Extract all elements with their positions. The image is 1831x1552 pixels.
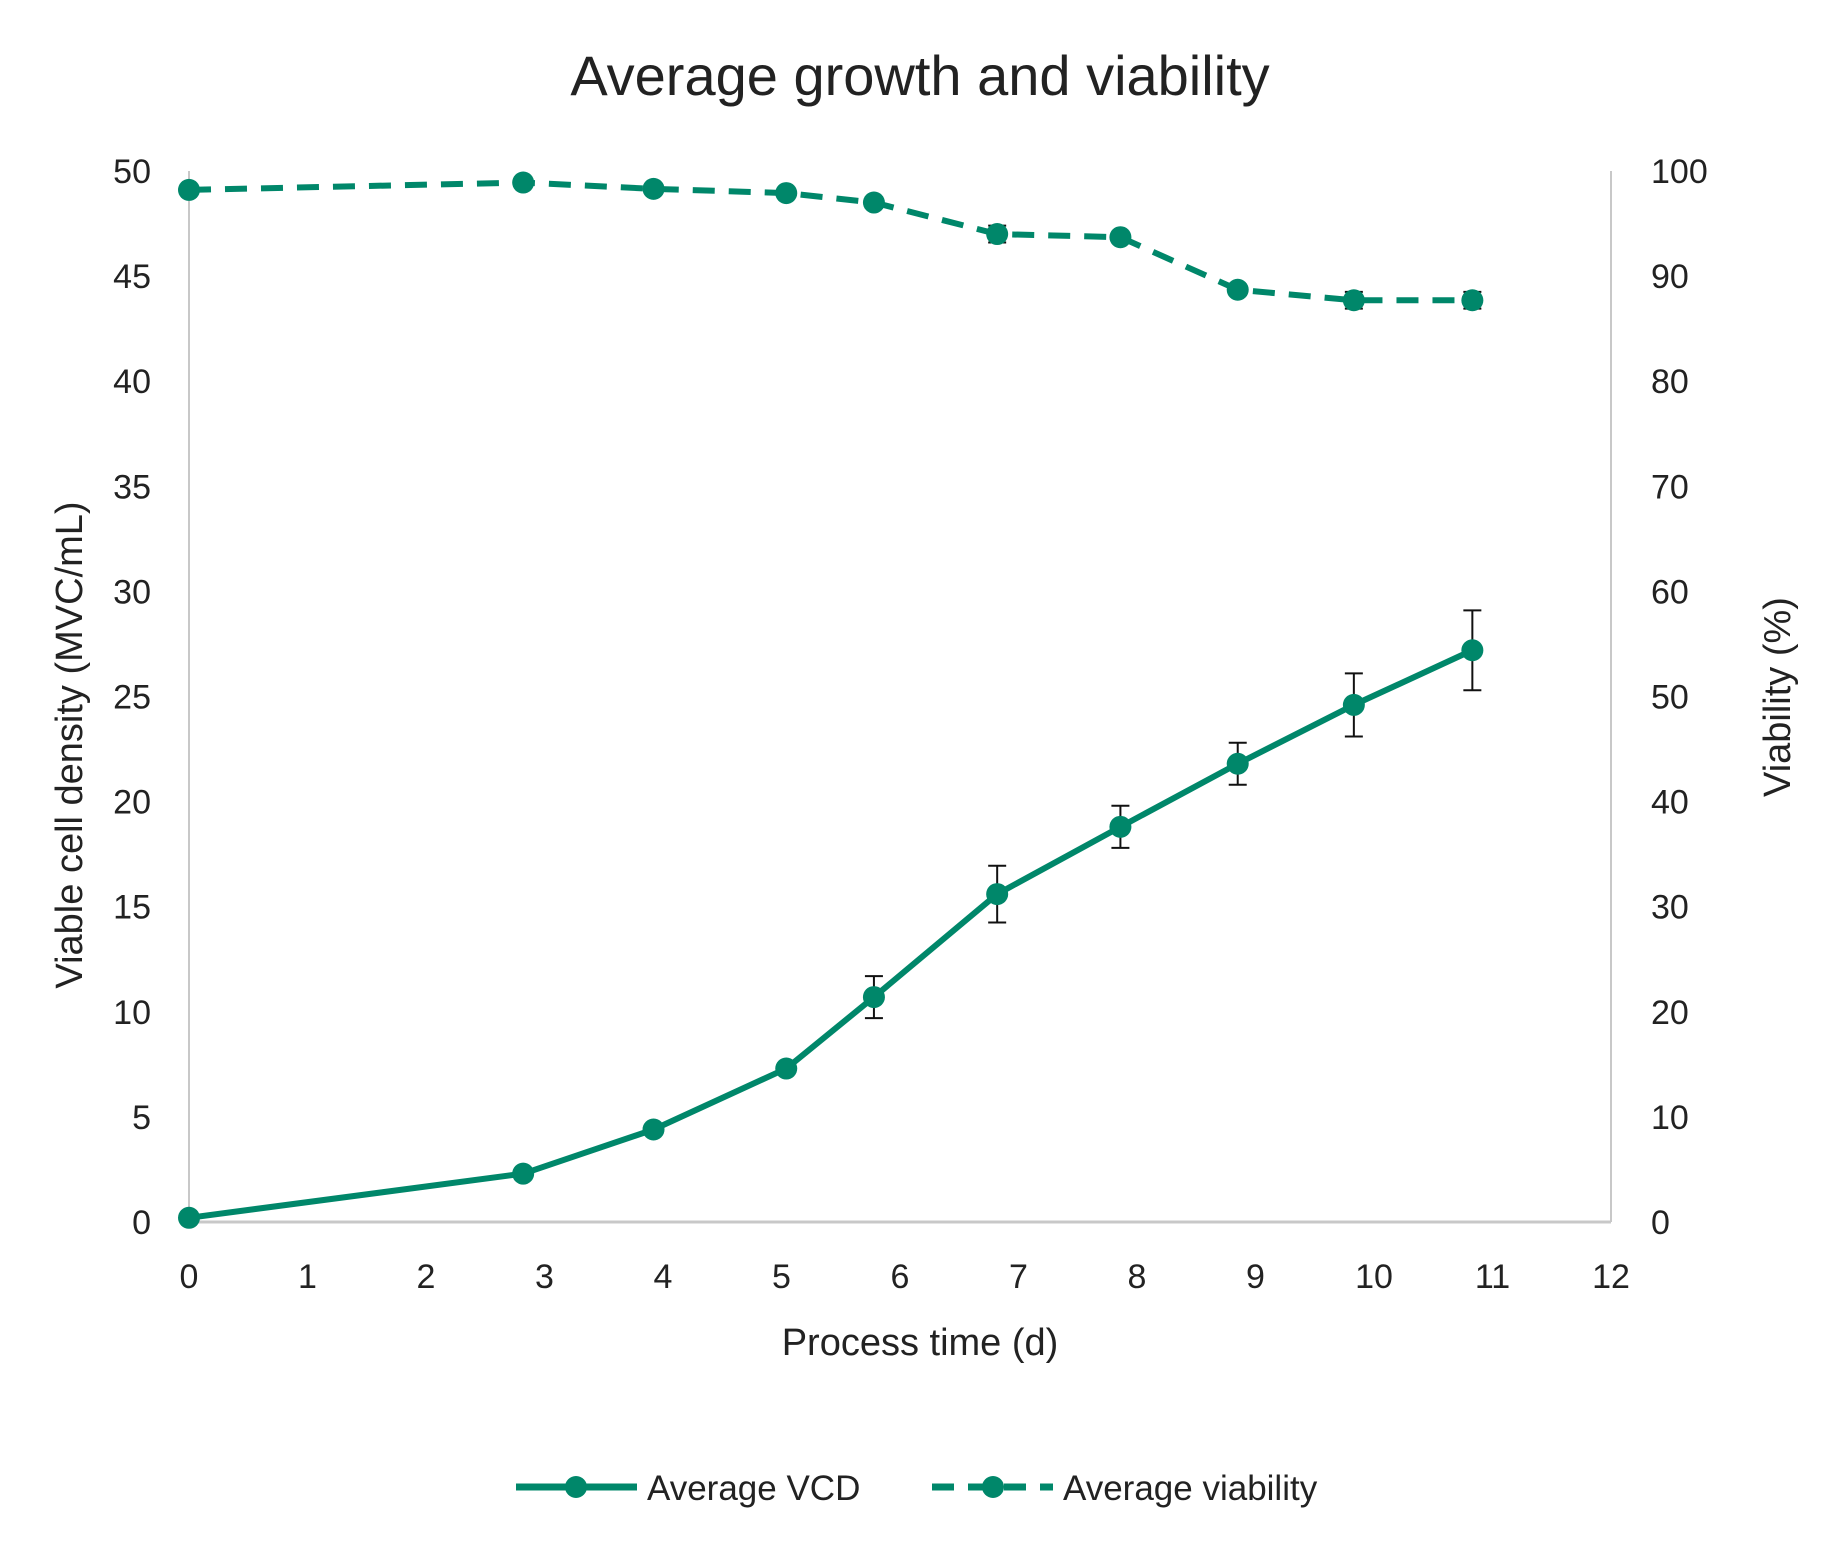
x-tick-label: 5 — [772, 1258, 791, 1296]
data-point — [1461, 289, 1484, 312]
y2-tick-label: 60 — [1651, 573, 1689, 611]
x-tick-label: 9 — [1246, 1258, 1265, 1296]
data-point — [986, 223, 1009, 246]
data-point — [1461, 639, 1484, 662]
y2-tick-label: 70 — [1651, 468, 1689, 506]
data-point — [862, 986, 885, 1009]
x-tick-label: 6 — [891, 1258, 910, 1296]
data-point — [1226, 278, 1249, 301]
data-point — [775, 182, 798, 205]
x-tick-label: 12 — [1592, 1258, 1630, 1296]
series-line-viability — [188, 179, 1473, 304]
data-point — [178, 1206, 200, 1229]
series-line-vcd — [188, 647, 1474, 1221]
y-tick-label: 15 — [113, 889, 151, 927]
y2-tick-label: 40 — [1651, 784, 1689, 822]
legend-viability-marker — [982, 1476, 1004, 1498]
x-axis-label: Process time (d) — [782, 1322, 1059, 1364]
data-point — [642, 1118, 665, 1141]
data-point — [178, 178, 200, 201]
data-point — [1342, 289, 1365, 312]
data-point — [642, 177, 665, 200]
y2-tick-label: 20 — [1651, 994, 1689, 1032]
y-tick-label: 5 — [132, 1099, 151, 1137]
y-tick-label: 25 — [113, 679, 151, 717]
data-point — [1109, 815, 1132, 838]
y-tick-label: 35 — [113, 468, 151, 506]
x-tick-label: 11 — [1475, 1258, 1510, 1296]
y-axis-label: Viable cell density (MVC/mL) — [49, 501, 91, 988]
x-tick-label: 1 — [298, 1258, 317, 1296]
data-point — [986, 883, 1009, 906]
y2-tick-label: 80 — [1651, 363, 1689, 401]
y-tick-label: 40 — [113, 363, 151, 401]
chart-title: Average growth and viability — [570, 44, 1269, 107]
y2-tick-label: 10 — [1651, 1099, 1689, 1137]
y-tick-label: 20 — [113, 784, 151, 822]
y2-axis-label: Viability (%) — [1757, 597, 1799, 797]
data-point — [1226, 752, 1249, 775]
x-tick-label: 2 — [417, 1258, 436, 1296]
data-point — [1109, 226, 1132, 249]
y-tick-label: 30 — [113, 573, 151, 611]
x-tick-label: 8 — [1128, 1258, 1147, 1296]
y-tick-label: 0 — [132, 1204, 151, 1242]
y2-tick-label: 100 — [1651, 153, 1708, 191]
data-point — [512, 1162, 535, 1185]
y2-tick-label: 50 — [1651, 679, 1689, 717]
data-point — [775, 1057, 798, 1080]
legend-vcd-label: Average VCD — [647, 1469, 860, 1508]
x-tick-label: 7 — [1009, 1258, 1028, 1296]
y2-tick-label: 30 — [1651, 889, 1689, 927]
data-point — [1342, 693, 1365, 716]
x-tick-label: 10 — [1355, 1258, 1393, 1296]
legend-vcd-marker — [565, 1476, 587, 1498]
data-point — [862, 191, 885, 214]
y-tick-label: 50 — [113, 153, 151, 191]
x-tick-label: 4 — [654, 1258, 673, 1296]
x-tick-label: 0 — [180, 1258, 199, 1296]
y-tick-label: 10 — [113, 994, 151, 1032]
data-point — [512, 171, 535, 194]
y2-tick-label: 0 — [1651, 1204, 1670, 1242]
y2-tick-label: 90 — [1651, 258, 1689, 296]
y-tick-label: 45 — [113, 258, 151, 296]
x-tick-label: 3 — [535, 1258, 554, 1296]
legend-viability-label: Average viability — [1063, 1469, 1318, 1508]
legend: Average VCD Average viability — [516, 1469, 1318, 1508]
